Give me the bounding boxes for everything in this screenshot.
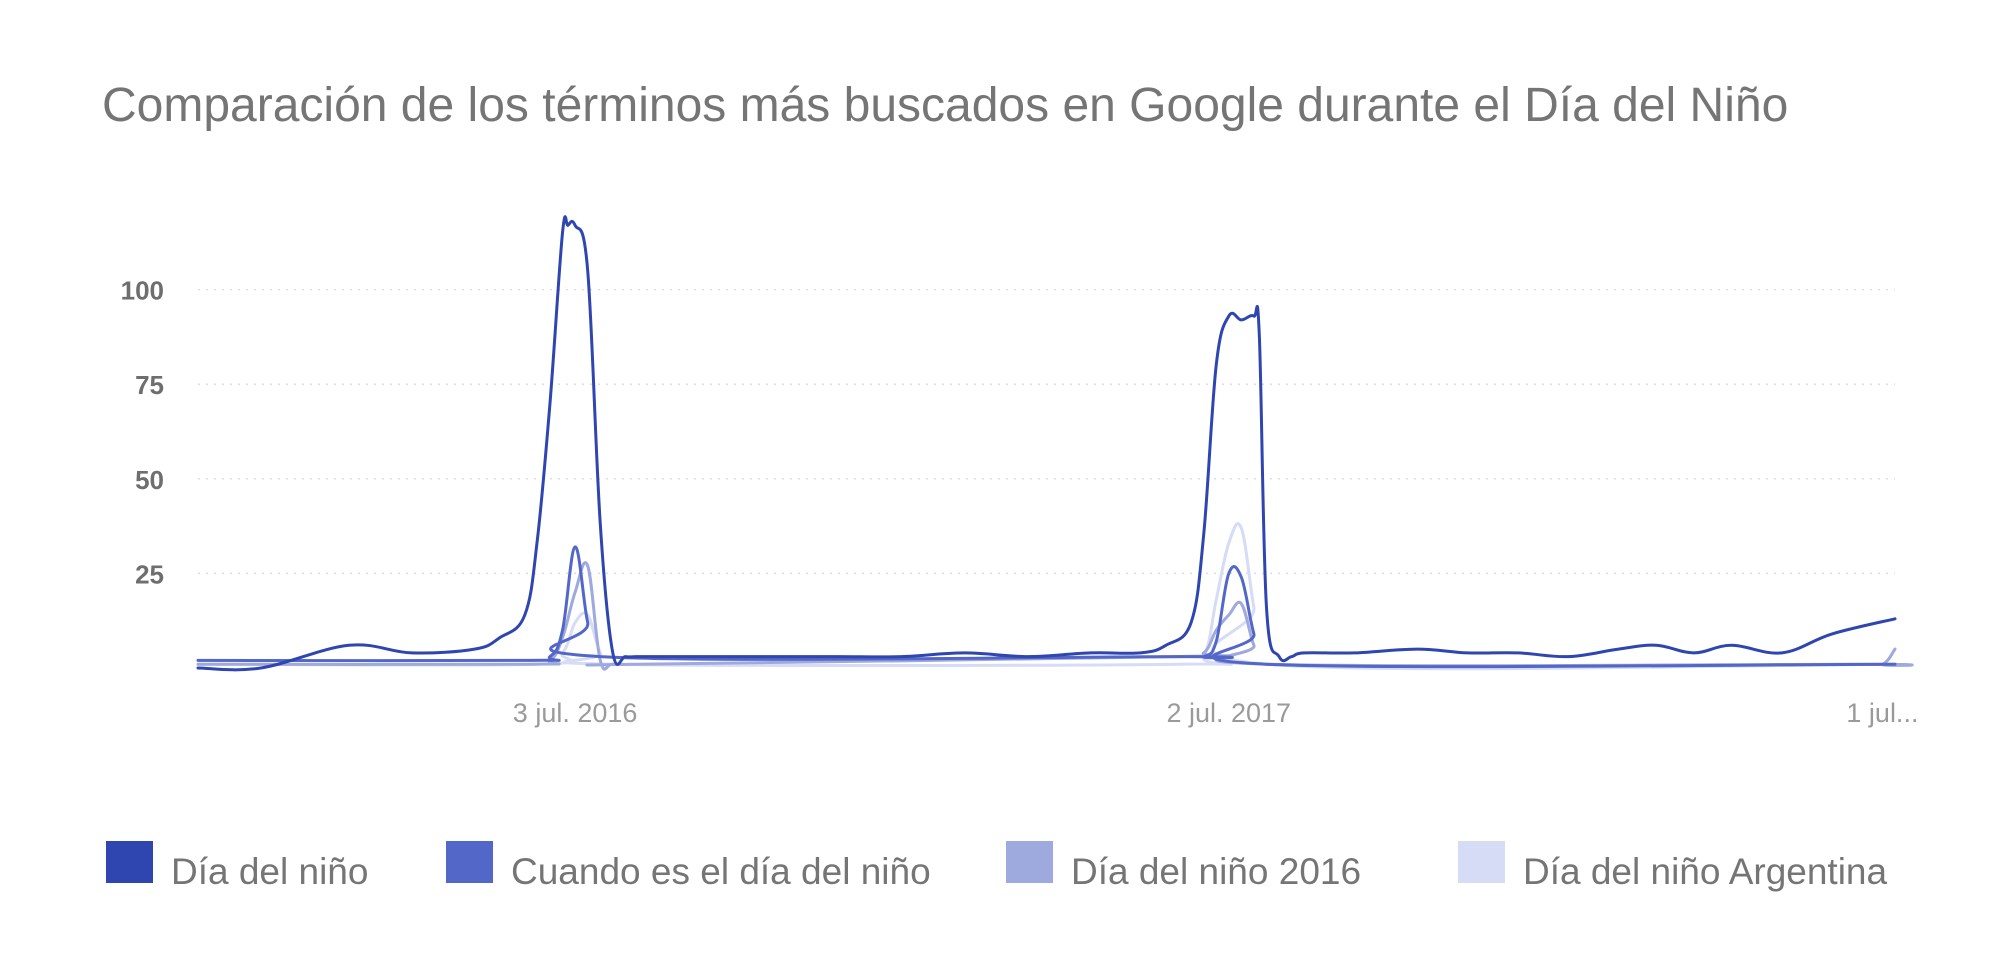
legend-label: Cuando es el día del niño	[511, 851, 931, 892]
series-line	[196, 561, 1914, 671]
y-axis-tick-labels: 25 50 75 100	[121, 276, 164, 590]
series-line	[196, 215, 1897, 672]
x-tick-label: 1 jul...	[1846, 698, 1918, 728]
y-tick-label: 25	[135, 559, 164, 589]
legend-label: Día del niño	[171, 851, 369, 892]
series-line	[196, 545, 1897, 669]
legend-item-dia-del-nino-argentina[interactable]: Día del niño Argentina	[1458, 836, 1887, 896]
legend-item-dia-del-nino-2016[interactable]: Día del niño 2016	[1006, 836, 1361, 896]
y-tick-label: 100	[121, 276, 164, 306]
x-axis-tick-labels: 3 jul. 2016 2 jul. 2017 1 jul...	[513, 698, 1919, 728]
legend-label: Día del niño Argentina	[1523, 851, 1888, 892]
legend-swatch	[1006, 841, 1053, 883]
legend-swatch	[1458, 841, 1505, 883]
series-lines	[196, 215, 1914, 672]
y-tick-label: 50	[135, 465, 164, 495]
y-tick-label: 75	[135, 370, 164, 400]
legend-item-cuando-es-el-dia-del-nino[interactable]: Cuando es el día del niño	[446, 836, 931, 896]
legend-label: Día del niño 2016	[1071, 851, 1362, 892]
legend: Día del niño Cuando es el día del niño D…	[106, 836, 1956, 896]
x-tick-label: 3 jul. 2016	[513, 698, 638, 728]
legend-item-dia-del-nino[interactable]: Día del niño	[106, 836, 368, 896]
legend-swatch	[446, 841, 493, 883]
legend-swatch	[106, 841, 153, 883]
gridlines	[198, 288, 1895, 575]
x-tick-label: 2 jul. 2017	[1166, 698, 1291, 728]
chart-title: Comparación de los términos más buscados…	[102, 79, 1789, 132]
